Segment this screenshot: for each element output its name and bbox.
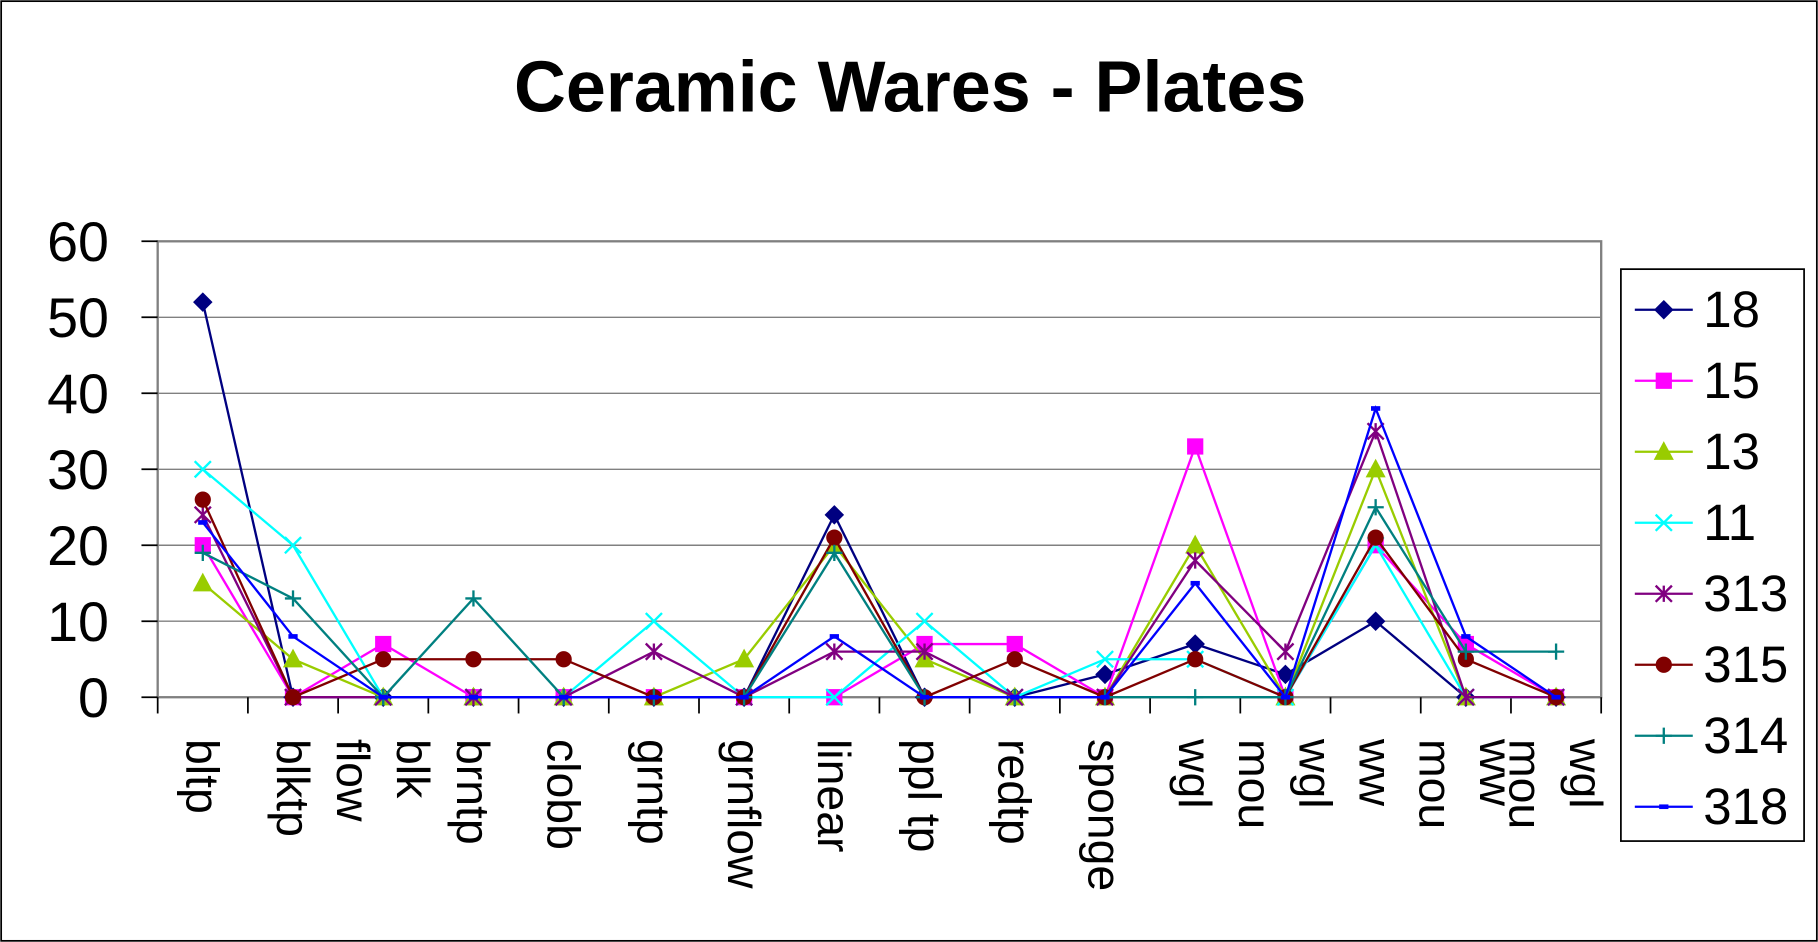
marker	[825, 642, 844, 661]
legend-label: 314	[1703, 707, 1788, 764]
marker	[1187, 689, 1204, 706]
y-tick-label: 20	[47, 515, 109, 577]
marker	[1186, 551, 1205, 570]
marker	[1457, 643, 1474, 660]
marker	[1187, 438, 1204, 455]
marker	[1096, 650, 1114, 669]
y-tick-label: 30	[47, 439, 109, 501]
marker	[375, 651, 392, 668]
marker	[1006, 651, 1023, 668]
x-tick-label: blktp	[267, 739, 319, 837]
marker	[1365, 458, 1386, 478]
marker	[555, 651, 572, 668]
marker	[915, 612, 934, 631]
x-tick-label: mou wgl	[1500, 738, 1612, 829]
marker	[284, 536, 302, 555]
marker	[284, 689, 302, 706]
marker	[375, 635, 392, 653]
x-tick-label: clobb	[537, 739, 589, 850]
x-tick-label: flow blk	[327, 739, 439, 822]
marker	[282, 648, 304, 668]
marker	[193, 292, 213, 312]
marker	[284, 590, 302, 607]
y-tick-label: 50	[47, 287, 109, 349]
marker	[193, 460, 212, 479]
legend-box	[1620, 268, 1805, 842]
marker	[192, 572, 213, 592]
x-tick-label: ww	[1349, 738, 1401, 807]
y-tick-label: 0	[78, 667, 109, 729]
x-tick-label: sponge	[1079, 739, 1131, 891]
marker	[1367, 499, 1384, 516]
x-tick-label: brntp	[447, 739, 499, 845]
marker	[825, 688, 844, 707]
legend-marker	[1654, 513, 1673, 532]
marker	[824, 505, 845, 525]
marker	[734, 648, 755, 668]
marker	[1276, 642, 1295, 661]
x-tick-label: mou ww	[1409, 738, 1521, 829]
marker	[1006, 635, 1023, 653]
marker	[1185, 534, 1206, 554]
marker	[1187, 651, 1204, 668]
legend-label: 318	[1703, 778, 1788, 835]
legend-marker	[1654, 584, 1673, 603]
marker	[1275, 664, 1296, 685]
legend-marker	[1655, 727, 1672, 744]
legend-label: 13	[1703, 423, 1760, 480]
marker	[644, 642, 663, 661]
y-tick-label: 10	[47, 591, 109, 653]
legend-label: 15	[1703, 352, 1760, 409]
legend-marker	[1655, 656, 1672, 673]
legend-label: 18	[1703, 281, 1760, 338]
marker	[1547, 643, 1565, 660]
chart-title: Ceramic Wares - Plates	[514, 47, 1306, 127]
legend-label: 315	[1703, 636, 1788, 693]
series-line	[201, 499, 1557, 699]
x-tick-label: bltp	[177, 739, 229, 814]
marker	[826, 544, 843, 561]
marker	[644, 612, 663, 631]
x-tick-label: wgl	[1169, 738, 1221, 809]
x-tick-label: linear	[808, 739, 860, 852]
y-tick-label: 40	[47, 363, 109, 425]
x-tick-label: grntp	[628, 739, 680, 845]
series-line	[201, 404, 1557, 700]
series	[198, 404, 1561, 700]
legend-label: 11	[1703, 494, 1756, 551]
legend-label: 313	[1703, 565, 1788, 622]
marker	[1095, 664, 1115, 685]
y-tick-label: 60	[47, 211, 109, 273]
marker	[1456, 688, 1475, 707]
x-tick-label: redtp	[989, 739, 1041, 845]
marker	[1367, 529, 1384, 546]
marker	[194, 491, 211, 508]
x-tick-label: grnflow	[718, 739, 770, 889]
marker	[1365, 611, 1386, 631]
legend-marker	[1654, 299, 1674, 320]
legend-marker	[1655, 372, 1672, 389]
marker	[194, 544, 211, 561]
marker	[465, 590, 482, 607]
series-line	[202, 504, 1557, 699]
x-tick-label: mou wgl	[1229, 738, 1341, 829]
marker	[465, 651, 482, 668]
x-tick-label: ppl tp	[898, 739, 950, 852]
legend-marker	[1653, 441, 1674, 460]
marker	[915, 642, 934, 661]
marker	[826, 529, 843, 546]
